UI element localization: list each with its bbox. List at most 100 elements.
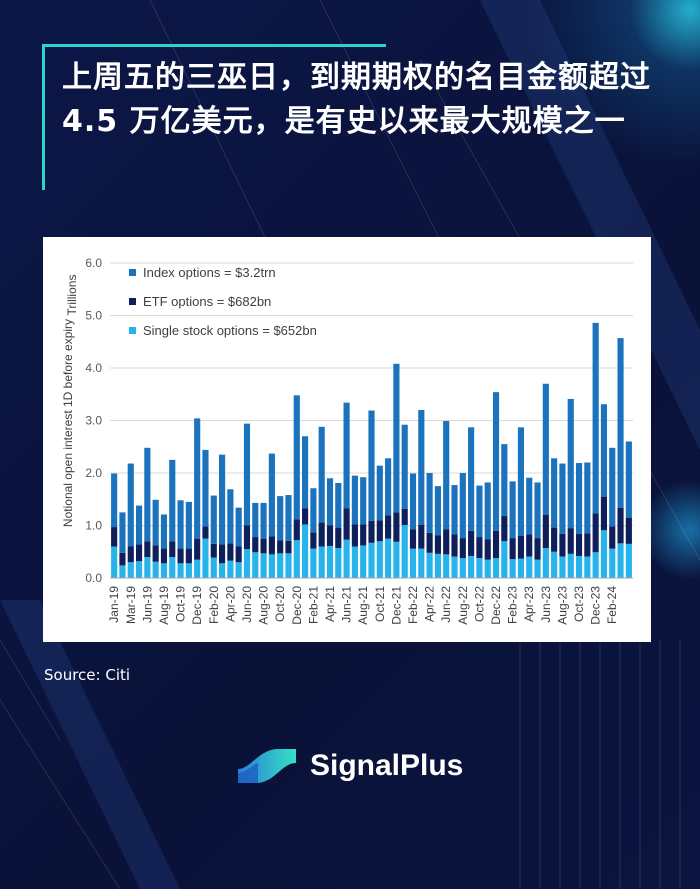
- bar-index: [111, 473, 118, 528]
- bar-index: [277, 496, 284, 541]
- bar-etf: [517, 536, 525, 559]
- title-accent-line-top: [42, 44, 386, 47]
- bar-single-stock: [517, 558, 525, 578]
- legend-swatch: [129, 327, 136, 334]
- bar-index: [310, 488, 317, 533]
- bar-index: [409, 473, 417, 530]
- bar-single-stock: [202, 538, 209, 578]
- bar-single-stock: [451, 556, 458, 578]
- bar-single-stock: [418, 548, 425, 578]
- bar-index: [484, 482, 491, 540]
- bar-single-stock: [434, 553, 441, 578]
- bar-index: [368, 410, 375, 521]
- bar-single-stock: [285, 553, 292, 578]
- bar-etf: [625, 517, 632, 544]
- bar-etf: [326, 525, 334, 546]
- bar-etf: [584, 533, 591, 557]
- bar-etf: [351, 524, 358, 547]
- bar-single-stock: [326, 545, 334, 578]
- x-tick-label: Jun-22: [439, 586, 453, 623]
- bar-etf: [302, 508, 309, 525]
- x-tick-label: Aug-23: [555, 586, 569, 625]
- bar-single-stock: [368, 542, 375, 578]
- bar-single-stock: [534, 559, 541, 578]
- bar-single-stock: [343, 539, 350, 578]
- bar-etf: [393, 512, 400, 542]
- bar-etf: [559, 533, 566, 557]
- bar-index: [185, 501, 192, 549]
- bar-etf: [609, 526, 616, 549]
- bar-etf: [343, 508, 350, 540]
- bar-etf: [534, 538, 541, 560]
- bar-etf: [501, 516, 508, 542]
- y-tick-label: 4.0: [85, 361, 102, 375]
- y-tick-label: 2.0: [85, 466, 102, 480]
- x-tick-label: Apr-20: [223, 586, 237, 622]
- bar-single-stock: [393, 541, 400, 578]
- x-tick-label: Oct-21: [373, 586, 387, 622]
- bar-index: [268, 453, 275, 537]
- bar-index: [243, 423, 251, 526]
- bar-single-stock: [260, 553, 267, 578]
- bar-etf: [451, 534, 458, 557]
- bar-single-stock: [310, 548, 317, 578]
- bar-etf: [277, 540, 284, 554]
- bar-single-stock: [318, 546, 325, 578]
- bar-single-stock: [376, 541, 383, 578]
- brand-name: SignalPlus: [310, 749, 464, 782]
- bar-index: [575, 463, 583, 534]
- bar-single-stock: [235, 562, 242, 578]
- bar-etf: [459, 538, 466, 559]
- bar-etf: [169, 541, 176, 557]
- legend-label: ETF options = $682bn: [143, 294, 271, 309]
- x-tick-label: Oct-20: [273, 586, 287, 622]
- x-tick-label: Dec-20: [290, 586, 304, 625]
- bar-index: [169, 459, 176, 542]
- bar-single-stock: [119, 565, 126, 578]
- brand: SignalPlus: [236, 743, 463, 789]
- x-tick-label: Mar-19: [124, 586, 138, 624]
- bar-index: [617, 338, 624, 508]
- bar-index: [218, 454, 226, 545]
- bar-index: [534, 482, 541, 539]
- bar-index: [152, 499, 159, 546]
- bar-index: [177, 500, 184, 549]
- bar-etf: [144, 541, 151, 557]
- bar-single-stock: [559, 556, 566, 578]
- bar-index: [293, 395, 300, 520]
- bar-etf: [492, 530, 500, 559]
- bar-index: [252, 502, 259, 538]
- bar-index: [559, 463, 566, 534]
- bar-single-stock: [360, 545, 367, 578]
- x-tick-label: Dec-19: [190, 586, 204, 625]
- bar-etf: [260, 538, 267, 554]
- bar-etf: [152, 545, 159, 562]
- x-tick-label: Apr-23: [522, 586, 536, 622]
- title-accent-line-left: [42, 44, 45, 190]
- x-tick-label: Feb-22: [406, 586, 420, 624]
- bar-etf: [484, 539, 491, 560]
- x-tick-label: Dec-22: [489, 586, 503, 625]
- x-tick-label: Dec-23: [589, 586, 603, 625]
- x-tick-label: Oct-23: [572, 586, 586, 622]
- bar-index: [600, 404, 608, 497]
- bar-index: [468, 427, 475, 531]
- bar-etf: [509, 538, 516, 560]
- bar-single-stock: [484, 559, 491, 578]
- bar-index: [459, 473, 466, 539]
- bar-single-stock: [617, 543, 624, 578]
- bar-index: [335, 482, 342, 528]
- bar-single-stock: [575, 555, 583, 578]
- bar-index: [343, 402, 350, 509]
- bar-single-stock: [243, 549, 251, 578]
- bar-index: [509, 481, 516, 539]
- y-axis-unit: Trillions: [65, 275, 79, 316]
- stacked-bar-chart: 0.0 1.0 2.0 3.0 4.0 5.0 6.0 Notional open inter…: [61, 256, 633, 625]
- bar-etf: [368, 520, 375, 543]
- bar-index: [385, 458, 392, 516]
- x-tick-label: Jun-23: [539, 586, 553, 623]
- bar-etf: [111, 527, 118, 547]
- bar-single-stock: [600, 530, 608, 578]
- bar-etf: [160, 548, 168, 564]
- bar-single-stock: [501, 541, 508, 578]
